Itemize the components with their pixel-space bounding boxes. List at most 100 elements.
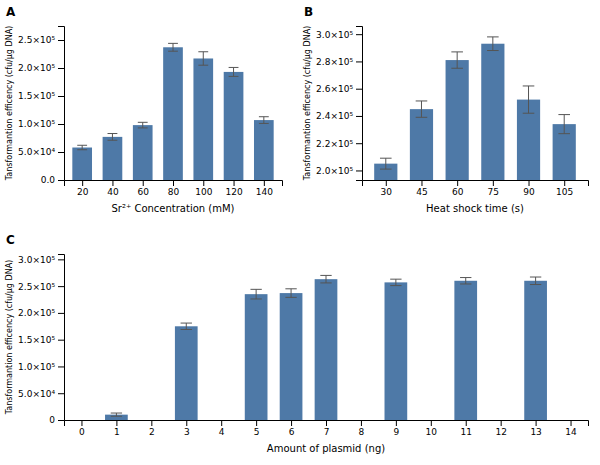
axis-line [65,181,283,187]
tick-label: 2.5×10⁵ [18,35,55,45]
tick: 1.0×10⁵ [18,119,64,129]
tick-label: 0 [79,427,85,437]
tick-label: 1 [114,427,120,437]
tick-mark [116,420,117,426]
error-bars [380,37,570,169]
error-cap [108,140,118,141]
tick-mark [326,420,327,426]
tick-label: 20 [77,187,89,197]
tick-mark [536,420,537,426]
tick: 80 [168,180,180,197]
error-cap [451,68,463,69]
tick: 0 [49,415,64,425]
error-line [385,158,386,169]
error-bar [285,289,296,298]
tick-label: 75 [488,187,499,197]
error-bar [523,86,535,113]
tick: 40 [107,180,119,197]
error-cap [250,289,261,290]
tick-label: 12 [495,427,506,437]
tick-label: 4 [219,427,225,437]
tick-label: 14 [565,427,577,437]
tick: 1 [114,420,120,437]
tick-mark [58,96,64,97]
error-bar [451,52,463,68]
error-bar [380,158,392,169]
axis-line [356,27,363,181]
tick-label: 2.5×10⁵ [18,282,55,292]
error-cap [138,122,148,123]
error-bar [229,67,239,76]
tick-label: 1.5×10⁵ [18,91,55,101]
error-bar [390,279,401,285]
tick-mark [493,180,494,186]
tick-label: 2.6×10⁵ [316,84,353,94]
tick: 60 [452,180,464,197]
tick-label: 105 [556,187,573,197]
error-cap [320,282,331,283]
tick-label: 90 [523,187,535,197]
tick: 5 [254,420,260,437]
bar [524,281,547,420]
error-cap [530,284,541,285]
error-cap [198,65,208,66]
tick: 0 [79,420,85,437]
error-cap [487,50,499,51]
tick-mark [58,124,64,125]
tick-label: 7 [324,427,330,437]
y-axis-title: Tansformantion efficency (cfu/μg DNA) [5,260,14,415]
tick-mark [457,180,458,186]
x-axis-title: Sr²⁺ Concentration (mM) [111,203,234,214]
tick-mark [356,34,362,35]
error-cap [108,133,118,134]
tick: 2 [149,420,155,437]
bar [163,47,183,180]
tick-mark [571,420,572,426]
error-line [256,289,257,299]
bar [280,293,303,420]
error-line [492,37,493,51]
error-cap [259,123,269,124]
tick-mark [143,180,144,186]
error-cap [250,298,261,299]
bar [103,137,123,180]
figure: 204060801001201400.05.0×10⁴1.0×10⁵1.5×10… [0,0,600,465]
tick-label: 60 [452,187,464,197]
tick: 2.0×10⁵ [18,308,64,318]
bar [410,109,433,180]
tick: 12 [495,420,506,437]
tick: 1.5×10⁵ [18,335,64,345]
tick-label: 140 [256,187,273,197]
tick-mark [431,420,432,426]
tick-label: 5 [254,427,260,437]
error-line [186,323,187,329]
tick-mark [386,180,387,186]
tick: 6 [289,420,295,437]
y-axis: 2.0×10⁵2.2×10⁵2.4×10⁵2.6×10⁵2.8×10⁵3.0×1… [316,27,362,181]
tick-label: 100 [195,187,212,197]
tick-mark [151,420,152,426]
tick-label: 3.0×10⁵ [18,255,55,265]
x-axis: 3045607590105 [363,180,589,197]
tick: 1.5×10⁵ [18,91,64,101]
tick-mark [58,366,64,367]
tick-label: 9 [393,427,399,437]
tick-label: 8 [359,427,365,437]
tick: 14 [565,420,577,437]
error-line [233,67,234,76]
tick-mark [58,420,64,421]
error-cap [320,275,331,276]
tick-label: 40 [107,187,119,197]
tick-mark [173,180,174,186]
panel: 30456075901052.0×10⁵2.2×10⁵2.4×10⁵2.6×10… [303,5,589,443]
tick-mark [264,180,265,186]
x-axis: 01234567891011121314 [65,420,589,437]
error-bar [198,52,208,65]
bars [72,47,273,180]
error-cap [77,149,87,150]
tick-mark [291,420,292,426]
tick-mark [466,420,467,426]
error-bar [558,115,570,134]
tick-label: 1.0×10⁵ [18,119,55,129]
panel-title: C [6,233,15,247]
